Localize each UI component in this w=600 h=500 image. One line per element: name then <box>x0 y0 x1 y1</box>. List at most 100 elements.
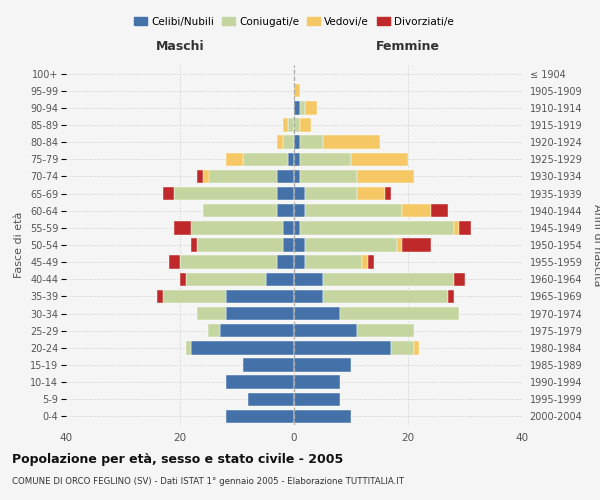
Bar <box>294 272 323 286</box>
Bar <box>323 272 454 286</box>
Bar <box>356 324 414 338</box>
Bar <box>454 272 465 286</box>
Bar <box>431 204 448 218</box>
Bar <box>305 238 397 252</box>
Bar <box>283 221 294 234</box>
Bar <box>163 187 175 200</box>
Text: Popolazione per età, sesso e stato civile - 2005: Popolazione per età, sesso e stato civil… <box>12 452 343 466</box>
Text: COMUNE DI ORCO FEGLINO (SV) - Dati ISTAT 1° gennaio 2005 - Elaborazione TUTTITAL: COMUNE DI ORCO FEGLINO (SV) - Dati ISTAT… <box>12 478 404 486</box>
Bar <box>294 170 300 183</box>
Y-axis label: Fasce di età: Fasce di età <box>14 212 25 278</box>
Bar <box>209 170 277 183</box>
Bar <box>294 341 391 354</box>
Y-axis label: Anni di nascita: Anni di nascita <box>592 204 600 286</box>
Bar <box>397 238 403 252</box>
Bar <box>294 118 300 132</box>
Bar <box>265 272 294 286</box>
Bar <box>180 272 186 286</box>
Bar <box>163 290 226 303</box>
Bar <box>197 307 226 320</box>
Bar <box>226 152 242 166</box>
Bar <box>294 410 351 423</box>
Text: Femmine: Femmine <box>376 40 440 53</box>
Bar <box>174 187 277 200</box>
Bar <box>294 187 305 200</box>
Bar <box>226 410 294 423</box>
Bar <box>243 152 289 166</box>
Bar <box>191 238 197 252</box>
Bar <box>300 118 311 132</box>
Bar <box>186 341 191 354</box>
Bar <box>391 341 414 354</box>
Bar <box>294 324 356 338</box>
Bar <box>414 341 419 354</box>
Bar <box>294 256 305 269</box>
Bar <box>277 136 283 149</box>
Bar <box>368 256 374 269</box>
Bar <box>403 238 431 252</box>
Bar <box>294 84 300 98</box>
Bar <box>294 290 323 303</box>
Bar <box>157 290 163 303</box>
Bar <box>277 204 294 218</box>
Bar <box>203 204 277 218</box>
Bar <box>174 221 191 234</box>
Bar <box>323 136 380 149</box>
Bar <box>242 358 294 372</box>
Legend: Celibi/Nubili, Coniugati/e, Vedovi/e, Divorziati/e: Celibi/Nubili, Coniugati/e, Vedovi/e, Di… <box>130 12 458 31</box>
Bar <box>197 238 283 252</box>
Bar <box>300 170 356 183</box>
Bar <box>203 170 209 183</box>
Bar <box>289 152 294 166</box>
Bar <box>454 221 460 234</box>
Bar <box>305 101 317 114</box>
Bar <box>300 221 454 234</box>
Bar <box>323 290 448 303</box>
Bar <box>294 358 351 372</box>
Bar <box>356 170 414 183</box>
Bar <box>362 256 368 269</box>
Bar <box>460 221 471 234</box>
Bar <box>300 136 323 149</box>
Bar <box>356 187 385 200</box>
Bar <box>305 256 362 269</box>
Bar <box>197 170 203 183</box>
Bar <box>305 204 402 218</box>
Bar <box>283 238 294 252</box>
Bar <box>403 204 431 218</box>
Bar <box>248 392 294 406</box>
Bar <box>294 307 340 320</box>
Bar <box>294 392 340 406</box>
Bar <box>340 307 460 320</box>
Bar <box>300 101 305 114</box>
Bar <box>277 256 294 269</box>
Bar <box>226 307 294 320</box>
Text: Maschi: Maschi <box>155 40 205 53</box>
Bar <box>191 221 283 234</box>
Bar <box>277 187 294 200</box>
Bar <box>226 290 294 303</box>
Bar <box>209 324 220 338</box>
Bar <box>294 376 340 389</box>
Bar <box>385 187 391 200</box>
Bar <box>305 187 356 200</box>
Bar <box>294 238 305 252</box>
Bar <box>283 136 294 149</box>
Bar <box>300 152 351 166</box>
Bar <box>289 118 294 132</box>
Bar <box>294 152 300 166</box>
Bar <box>191 341 294 354</box>
Bar <box>220 324 294 338</box>
Bar <box>277 170 294 183</box>
Bar <box>180 256 277 269</box>
Bar <box>294 204 305 218</box>
Bar <box>169 256 180 269</box>
Bar <box>448 290 454 303</box>
Bar <box>226 376 294 389</box>
Bar <box>186 272 265 286</box>
Bar <box>294 101 300 114</box>
Bar <box>294 136 300 149</box>
Bar <box>351 152 408 166</box>
Bar <box>294 221 300 234</box>
Bar <box>283 118 289 132</box>
